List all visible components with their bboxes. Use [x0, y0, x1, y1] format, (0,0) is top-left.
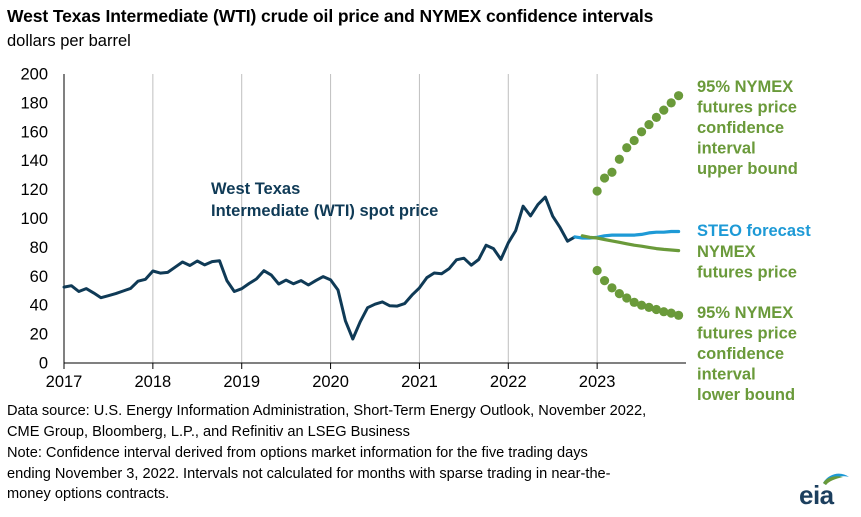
lower-bound-series-label: futures price: [697, 325, 797, 343]
eia-logo-text: eia: [799, 480, 834, 510]
eia-logo-swoosh: [823, 473, 849, 485]
y-tick-label: 140: [20, 152, 48, 170]
y-tick-label: 80: [30, 239, 48, 257]
chart-title: West Texas Intermediate (WTI) crude oil …: [7, 6, 654, 26]
data-point-lower-bound: [607, 283, 617, 293]
data-point-upper-bound: [636, 127, 647, 137]
chart-note-line: Note: Confidence interval derived from o…: [7, 445, 588, 461]
wti-series-label: West Texas: [211, 180, 300, 198]
y-tick-label: 0: [39, 355, 48, 373]
upper-bound-series-label: 95% NYMEX: [697, 78, 793, 96]
data-point-lower-bound: [636, 300, 647, 310]
data-point-upper-bound: [651, 112, 661, 122]
wti-spot-line: [62, 195, 577, 341]
data-point-lower-bound: [614, 289, 624, 299]
chart-note: Note: Confidence interval derived from o…: [7, 443, 611, 505]
data-point-lower-bound: [622, 293, 632, 303]
upper-bound-series-label: futures price: [697, 99, 797, 117]
chart-note-line: ending November 3, 2022. Intervals not c…: [7, 465, 611, 482]
nymex-series-label: NYMEX: [697, 243, 756, 261]
y-tick-label: 100: [20, 210, 48, 228]
data-source-note: Data source: U.S. Energy Information Adm…: [7, 401, 646, 442]
upper-bound-series-label: confidence: [697, 119, 784, 137]
data-point-upper-bound: [614, 154, 624, 164]
data-source-line: Data source: U.S. Energy Information Adm…: [7, 403, 647, 419]
data-point-upper-bound: [673, 91, 684, 101]
data-point-upper-bound: [607, 167, 617, 177]
data-point-lower-bound: [644, 302, 654, 312]
lower-bound-series-label: interval: [697, 366, 756, 384]
data-point-lower-bound: [659, 307, 669, 317]
y-tick-label: 200: [20, 66, 48, 84]
y-tick-label: 20: [30, 326, 48, 344]
data-point-upper-bound: [644, 119, 654, 130]
lower-bound-series-label: lower bound: [697, 386, 795, 400]
data-point-upper-bound: [659, 105, 669, 115]
data-point-lower-bound: [592, 265, 602, 276]
data-point-lower-bound: [599, 276, 610, 286]
x-tick-label: 2023: [579, 373, 616, 391]
wti-series-label: Intermediate (WTI) spot price: [211, 202, 438, 220]
eia-logo-icon: eia: [793, 471, 851, 511]
lower-bound-series-label: 95% NYMEX: [697, 304, 793, 322]
data-point-lower-bound: [629, 297, 639, 307]
data-point-lower-bound: [666, 308, 676, 318]
x-tick-label: 2020: [312, 373, 349, 391]
chart-subtitle: dollars per barrel: [7, 32, 131, 50]
nymex-series-label: futures price: [697, 264, 797, 282]
data-point-upper-bound: [599, 173, 610, 183]
x-tick-label: 2017: [46, 373, 83, 391]
data-point-upper-bound: [629, 135, 639, 146]
data-point-lower-bound: [673, 310, 684, 320]
data-point-upper-bound: [622, 143, 632, 153]
lower-bound-series-label: confidence: [697, 345, 784, 363]
y-tick-label: 40: [30, 297, 48, 315]
x-tick-label: 2018: [134, 373, 171, 391]
y-tick-label: 180: [20, 94, 48, 112]
chart-plot: 0 20 40 60 80 100 120 140 160 180 200 2017 2018 2019 2…: [20, 66, 811, 401]
x-tick-label: 2019: [223, 373, 260, 391]
data-point-upper-bound: [666, 98, 676, 108]
data-source-line: CME Group, Bloomberg, L.P., and Refiniti…: [7, 423, 410, 440]
steo-series-label: STEO forecast: [697, 222, 811, 240]
y-tick-label: 60: [30, 268, 48, 286]
data-point-lower-bound: [651, 304, 661, 315]
x-tick-label: 2021: [401, 373, 438, 391]
x-tick-label: 2022: [490, 373, 527, 391]
data-point-upper-bound: [592, 186, 602, 196]
upper-bound-series-label: interval: [697, 140, 756, 158]
upper-bound-series-label: upper bound: [697, 160, 798, 178]
y-tick-label: 160: [20, 123, 48, 141]
chart-note-line: money options contracts.: [7, 486, 170, 502]
nymex-futures-line: [580, 234, 681, 253]
y-tick-label: 120: [20, 181, 48, 199]
